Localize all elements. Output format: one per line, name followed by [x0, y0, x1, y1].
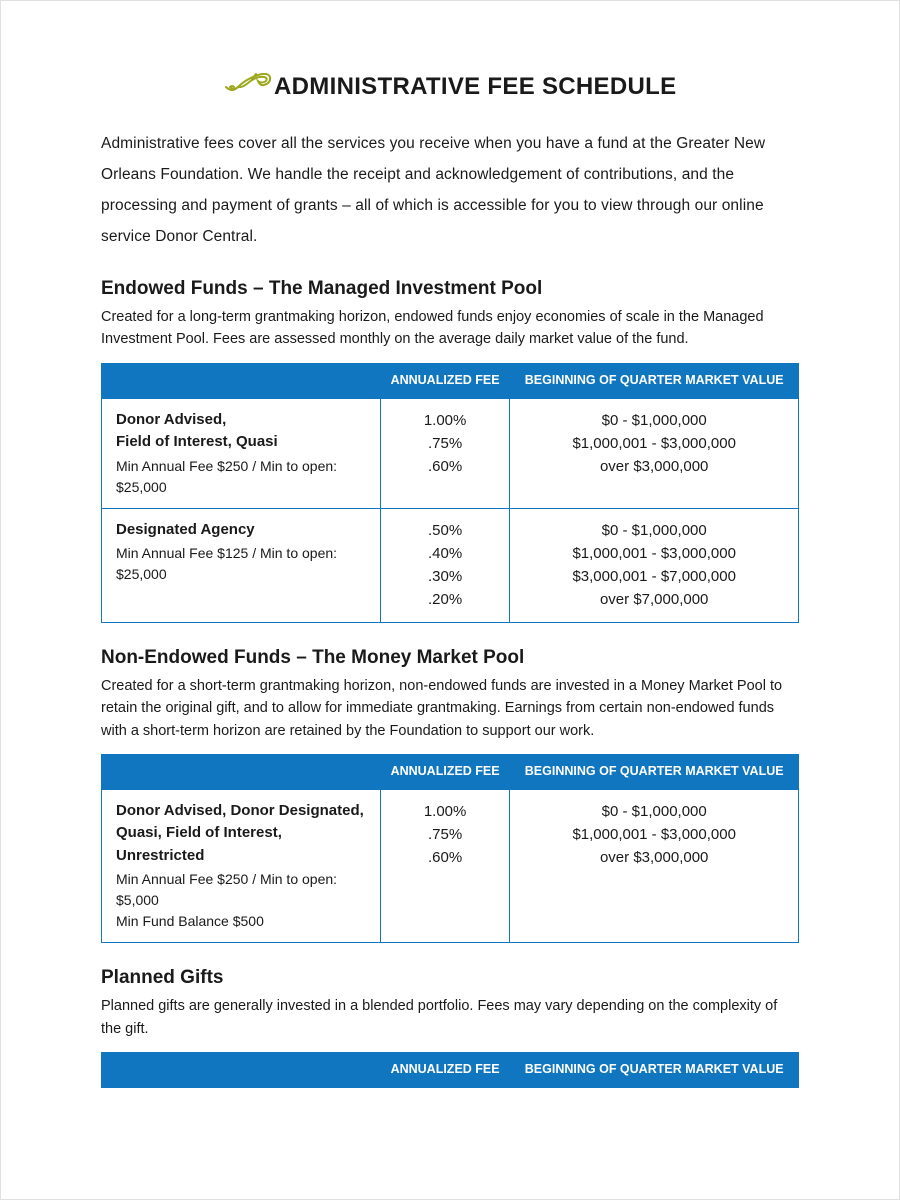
- section-heading: Non-Endowed Funds – The Money Market Poo…: [101, 647, 799, 669]
- range-cell: $0 - $1,000,000 $1,000,001 - $3,000,000 …: [510, 398, 799, 508]
- section-description: Created for a long-term grantmaking hori…: [101, 306, 799, 351]
- fund-types: Donor Advised,Field of Interest, Quasi: [116, 409, 366, 454]
- range-value: $0 - $1,000,000: [524, 409, 784, 432]
- fee-value: .40%: [395, 542, 496, 565]
- fund-note: Min Annual Fee $250 / Min to open: $5,00…: [116, 869, 366, 932]
- range-value: over $3,000,000: [524, 846, 784, 869]
- title-container: ADMINISTRATIVE FEE SCHEDULE: [101, 71, 799, 102]
- fund-types: Designated Agency: [116, 519, 366, 542]
- range-value: $1,000,001 - $3,000,000: [524, 432, 784, 455]
- range-value: over $7,000,000: [524, 588, 784, 611]
- fee-value: .30%: [395, 565, 496, 588]
- table-header-row: ANNUALIZED FEE BEGINNING OF QUARTER MARK…: [102, 1053, 799, 1088]
- section-planned-gifts: Planned Gifts Planned gifts are generall…: [101, 967, 799, 1088]
- table-header-row: ANNUALIZED FEE BEGINNING OF QUARTER MARK…: [102, 363, 799, 398]
- fee-table-endowed: ANNUALIZED FEE BEGINNING OF QUARTER MARK…: [101, 363, 799, 623]
- table-header-market-value: BEGINNING OF QUARTER MARKET VALUE: [510, 1053, 799, 1088]
- range-value: over $3,000,000: [524, 455, 784, 478]
- fee-value: .75%: [395, 432, 496, 455]
- fund-note: Min Annual Fee $125 / Min to open: $25,0…: [116, 543, 366, 585]
- intro-text: Administrative fees cover all the servic…: [101, 128, 799, 252]
- fee-value: .60%: [395, 455, 496, 478]
- table-row: Donor Advised,Field of Interest, Quasi M…: [102, 398, 799, 508]
- ornament-icon: [224, 71, 272, 102]
- table-header-fee: ANNUALIZED FEE: [380, 1053, 510, 1088]
- table-header-blank: [102, 363, 381, 398]
- range-value: $0 - $1,000,000: [524, 800, 784, 823]
- range-value: $1,000,001 - $3,000,000: [524, 823, 784, 846]
- fee-value: .20%: [395, 588, 496, 611]
- table-row: Designated Agency Min Annual Fee $125 / …: [102, 508, 799, 622]
- fee-value: .50%: [395, 519, 496, 542]
- fund-label-cell: Donor Advised, Donor Designated, Quasi, …: [102, 789, 381, 943]
- range-value: $3,000,001 - $7,000,000: [524, 565, 784, 588]
- fee-table-non-endowed: ANNUALIZED FEE BEGINNING OF QUARTER MARK…: [101, 754, 799, 943]
- page-title: ADMINISTRATIVE FEE SCHEDULE: [274, 73, 676, 101]
- section-description: Created for a short-term grantmaking hor…: [101, 675, 799, 742]
- fund-label-cell: Designated Agency Min Annual Fee $125 / …: [102, 508, 381, 622]
- fee-value: .60%: [395, 846, 496, 869]
- table-header-market-value: BEGINNING OF QUARTER MARKET VALUE: [510, 363, 799, 398]
- fund-label-cell: Donor Advised,Field of Interest, Quasi M…: [102, 398, 381, 508]
- range-value: $1,000,001 - $3,000,000: [524, 542, 784, 565]
- table-header-fee: ANNUALIZED FEE: [380, 363, 510, 398]
- fee-value: 1.00%: [395, 800, 496, 823]
- fee-value: 1.00%: [395, 409, 496, 432]
- range-value: $0 - $1,000,000: [524, 519, 784, 542]
- fee-table-planned-gifts: ANNUALIZED FEE BEGINNING OF QUARTER MARK…: [101, 1052, 799, 1088]
- fee-cell: 1.00% .75% .60%: [380, 789, 510, 943]
- section-heading: Endowed Funds – The Managed Investment P…: [101, 278, 799, 300]
- table-header-blank: [102, 1053, 381, 1088]
- range-cell: $0 - $1,000,000 $1,000,001 - $3,000,000 …: [510, 508, 799, 622]
- table-header-blank: [102, 754, 381, 789]
- fee-cell: 1.00% .75% .60%: [380, 398, 510, 508]
- fee-value: .75%: [395, 823, 496, 846]
- fund-note: Min Annual Fee $250 / Min to open: $25,0…: [116, 456, 366, 498]
- document-page: ADMINISTRATIVE FEE SCHEDULE Administrati…: [0, 0, 900, 1200]
- fee-cell: .50% .40% .30% .20%: [380, 508, 510, 622]
- table-header-row: ANNUALIZED FEE BEGINNING OF QUARTER MARK…: [102, 754, 799, 789]
- fund-types: Donor Advised, Donor Designated, Quasi, …: [116, 800, 366, 868]
- table-row: Donor Advised, Donor Designated, Quasi, …: [102, 789, 799, 943]
- table-header-fee: ANNUALIZED FEE: [380, 754, 510, 789]
- range-cell: $0 - $1,000,000 $1,000,001 - $3,000,000 …: [510, 789, 799, 943]
- section-heading: Planned Gifts: [101, 967, 799, 989]
- section-non-endowed: Non-Endowed Funds – The Money Market Poo…: [101, 647, 799, 944]
- table-header-market-value: BEGINNING OF QUARTER MARKET VALUE: [510, 754, 799, 789]
- section-endowed: Endowed Funds – The Managed Investment P…: [101, 278, 799, 623]
- section-description: Planned gifts are generally invested in …: [101, 995, 799, 1040]
